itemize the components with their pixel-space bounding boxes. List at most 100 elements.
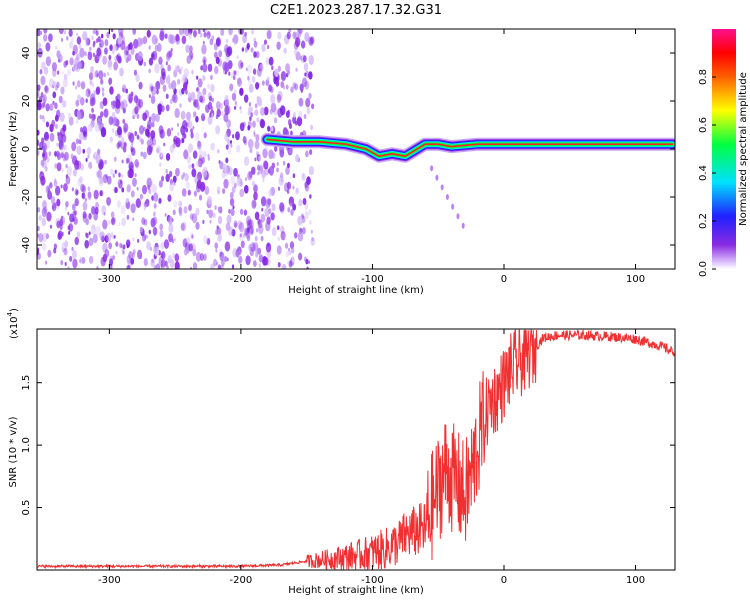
spectrogram-noise-cell <box>96 47 102 57</box>
spectrogram-noise-cell <box>247 75 250 81</box>
spectrogram-streak-cell <box>461 222 465 229</box>
spectrogram-noise-cell <box>136 186 139 191</box>
spectrogram-noise-cell <box>154 246 160 257</box>
spectrogram-noise-cell <box>122 87 125 93</box>
spectrogram-noise-cell <box>264 145 268 151</box>
spectrogram-noise-cell <box>75 99 80 107</box>
spectrogram-noise-cell <box>198 194 203 201</box>
spectrogram-noise-cell <box>207 195 212 205</box>
spectrogram-noise-cell <box>108 77 113 85</box>
spectrogram-noise-cell <box>310 229 313 234</box>
spectrogram-noise-cell <box>91 107 94 113</box>
spectrogram-noise-cell <box>252 68 257 75</box>
spectrogram-noise-cell <box>299 83 304 92</box>
spectrogram-noise-cell <box>178 68 182 75</box>
spectrogram-noise-cell <box>132 237 135 242</box>
spectrogram-noise-cell <box>298 97 304 107</box>
spectrogram-noise-cell <box>141 184 148 195</box>
spectrogram-streak-cell <box>430 165 434 172</box>
spectrogram-x-tick-label: -300 <box>98 274 121 285</box>
spectrogram-noise-cell <box>62 153 67 162</box>
spectrogram-noise-cell <box>153 192 159 202</box>
spectrogram-noise-cell <box>75 32 78 37</box>
spectrogram-noise-cell <box>169 233 173 238</box>
spectrogram-noise-cell <box>42 150 48 161</box>
spectrogram-noise-cell <box>158 197 162 204</box>
spectrogram-noise-cell <box>191 213 198 224</box>
spectrogram-noise-cell <box>270 212 275 221</box>
spectrogram-noise-cell <box>282 85 286 90</box>
spectrogram-noise-cell <box>246 234 251 242</box>
spectrogram-noise-cell <box>53 202 57 208</box>
spectrogram-noise-cell <box>61 247 65 253</box>
spectrogram-noise-cell <box>277 236 280 242</box>
spectrogram-noise-cell <box>202 116 205 121</box>
spectrogram-noise-cell <box>256 96 260 101</box>
spectrogram-noise-cell <box>212 212 216 219</box>
spectrogram-noise-cell <box>287 260 290 265</box>
spectrogram-noise-cell <box>174 65 178 72</box>
spectrogram-noise-cell <box>164 213 167 217</box>
spectrogram-noise-cell <box>279 172 284 179</box>
spectrogram-noise-cell <box>136 134 140 140</box>
spectrogram-noise-cell <box>56 198 61 207</box>
spectrogram-noise-cell <box>106 31 110 39</box>
spectrogram-noise-cell <box>148 94 152 99</box>
spectrogram-noise-cell <box>169 98 173 105</box>
spectrogram-noise-cell <box>289 202 293 208</box>
spectrogram-noise-cell <box>90 206 96 215</box>
spectrogram-noise-cell <box>230 208 235 217</box>
spectrogram-noise-cell <box>286 181 292 190</box>
spectrogram-noise-cell <box>222 163 228 173</box>
spectrogram-noise-cell <box>115 241 119 247</box>
spectrogram-noise-cell <box>45 42 51 52</box>
spectrogram-noise-cell <box>60 215 64 220</box>
spectrogram-noise-cell <box>37 42 42 49</box>
spectrogram-noise-cell <box>169 182 174 192</box>
spectrogram-noise-cell <box>130 144 133 150</box>
spectrogram-x-tick-label: 0 <box>501 274 507 285</box>
spectrogram-noise-cell <box>65 174 68 179</box>
spectrogram-noise-cell <box>148 68 151 74</box>
spectrogram-noise-cell <box>133 38 139 49</box>
spectrogram-noise-cell <box>151 258 154 264</box>
spectrogram-noise-cell <box>254 140 260 150</box>
spectrogram-noise-cell <box>37 225 40 232</box>
spectrogram-noise-cell <box>224 132 230 142</box>
spectrogram-noise-cell <box>92 154 96 159</box>
spectrogram-noise-cell <box>263 257 269 266</box>
spectrogram-noise-cell <box>80 81 86 90</box>
spectrogram-noise-cell <box>277 31 282 40</box>
spectrogram-noise-cell <box>72 44 78 55</box>
spectrogram-noise-cell <box>125 88 129 94</box>
spectrogram-noise-cell <box>133 95 139 104</box>
spectrogram-noise-cell <box>65 163 68 169</box>
spectrogram-noise-cell <box>256 164 261 171</box>
spectrogram-noise-cell <box>197 29 201 35</box>
spectrogram-noise-cell <box>245 255 251 266</box>
snr-x-ticks: -300 -200 -100 0 100 <box>98 329 645 586</box>
spectrogram-noise-cell <box>177 78 181 85</box>
spectrogram-noise-cell <box>168 233 173 243</box>
spectrogram-noise-cell <box>40 75 46 86</box>
spectrogram-noise-cell <box>140 138 144 145</box>
snr-y-tick-label: 0.5 <box>21 500 32 516</box>
spectrogram-noise-cell <box>37 84 41 91</box>
spectrogram-noise-cell <box>120 136 125 144</box>
spectrogram-noise-cell <box>55 124 58 129</box>
spectrogram-noise-cell <box>117 56 122 64</box>
spectrogram-noise-cell <box>135 73 140 83</box>
spectrogram-noise-cell <box>42 102 46 108</box>
spectrogram-noise-cell <box>184 89 188 95</box>
spectrogram-noise-cell <box>143 233 147 240</box>
spectrogram-noise-cell <box>263 39 267 46</box>
spectrogram-noise-cell <box>306 176 311 186</box>
spectrogram-noise-cell <box>175 33 180 42</box>
spectrogram-noise-cell <box>172 175 177 183</box>
spectrogram-noise-cell <box>224 99 229 107</box>
spectrogram-noise-cell <box>68 223 74 232</box>
spectrogram-noise-cell <box>304 72 307 77</box>
spectrogram-noise-cell <box>223 178 229 189</box>
spectrogram-noise-cell <box>87 193 92 201</box>
spectrogram-noise-cell <box>158 125 164 135</box>
